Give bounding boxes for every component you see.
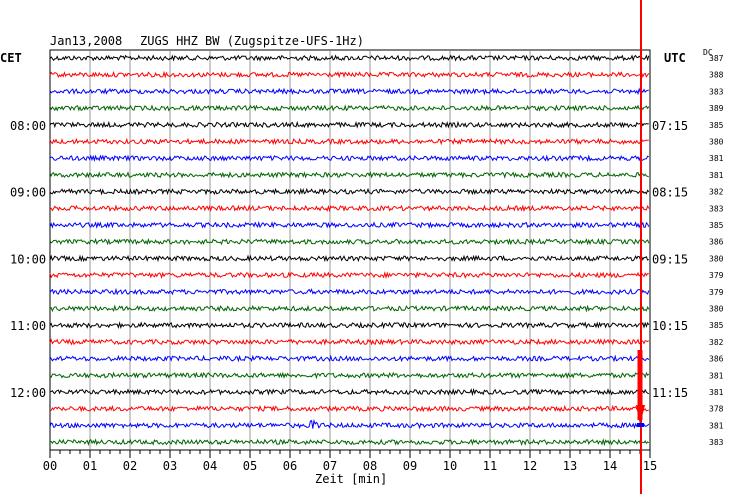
- utc-hour-label: 08:15: [652, 186, 688, 200]
- trace-line: [49, 321, 650, 330]
- x-tick-label: 05: [243, 459, 257, 473]
- seismic-traces: [49, 54, 650, 447]
- dc-offset-label: 379: [709, 288, 724, 297]
- cet-hour-label: 12:00: [10, 386, 46, 400]
- trace-line: [49, 371, 650, 380]
- cet-hour-label: 11:00: [10, 319, 46, 333]
- trace-line: [49, 338, 650, 346]
- dc-offset-label: 381: [709, 388, 724, 397]
- trace-line: [49, 254, 650, 263]
- x-tick-label: 09: [403, 459, 417, 473]
- x-tick-label: 07: [323, 459, 337, 473]
- x-tick-label: 11: [483, 459, 497, 473]
- dc-offset-label: 385: [709, 221, 724, 230]
- x-tick-label: 12: [523, 459, 537, 473]
- trace-line: [49, 237, 650, 246]
- trace-line: [49, 54, 650, 62]
- dc-offset-label: 381: [709, 171, 724, 180]
- utc-hour-label: 07:15: [652, 119, 688, 133]
- trace-line: [49, 204, 650, 213]
- dc-offset-label: 385: [709, 121, 724, 130]
- dc-offset-label: 386: [709, 355, 724, 364]
- dc-offset-label: 380: [709, 305, 724, 314]
- x-tick-label: 13: [563, 459, 577, 473]
- x-tick-label: 00: [43, 459, 57, 473]
- dc-offset-label: 386: [709, 238, 724, 247]
- trace-line: [49, 404, 649, 413]
- dc-offset-label: 387: [709, 54, 724, 63]
- date-label: Jan13,2008: [50, 34, 122, 48]
- x-tick-label: 06: [283, 459, 297, 473]
- utc-hour-label: 11:15: [652, 386, 688, 400]
- grid-lines: [49, 49, 651, 458]
- dc-offset-label: 383: [709, 204, 724, 213]
- x-tick-label: 01: [83, 459, 97, 473]
- x-tick-label: 08: [363, 459, 377, 473]
- cet-hour-label: 08:00: [10, 119, 46, 133]
- x-tick-label: 04: [203, 459, 217, 473]
- station-title: ZUGS HHZ BW (Zugspitze-UFS-1Hz): [140, 34, 364, 48]
- trace-line: [49, 137, 649, 146]
- dc-offset-label: 380: [709, 138, 724, 147]
- trace-line: [49, 271, 649, 280]
- dc-offset-label: 381: [709, 421, 724, 430]
- trace-line: [49, 220, 650, 230]
- trace-line: [49, 70, 650, 79]
- trace-line: [49, 171, 650, 179]
- event-marker: [636, 0, 645, 494]
- dc-offset-label: 382: [709, 338, 724, 347]
- dc-offset-label: 381: [709, 371, 724, 380]
- x-axis-label: Zeit [min]: [315, 472, 387, 486]
- trace-line: [49, 287, 650, 296]
- utc-label: UTC: [664, 51, 686, 65]
- trace-line: [49, 87, 649, 96]
- cet-hour-label: 09:00: [10, 186, 46, 200]
- dc-offset-label: 389: [709, 104, 724, 113]
- trace-line: [49, 304, 650, 313]
- cet-hour-label: 10:00: [10, 252, 46, 266]
- trace-line: [49, 418, 650, 430]
- dc-offset-label: 383: [709, 87, 724, 96]
- x-tick-label: 02: [123, 459, 137, 473]
- dc-offset-label: 385: [709, 321, 724, 330]
- dc-label: DC: [703, 48, 713, 57]
- dc-offset-label: 378: [709, 405, 724, 414]
- dc-offset-label: 380: [709, 254, 724, 263]
- dc-offset-label: 383: [709, 438, 724, 447]
- trace-line: [49, 120, 649, 129]
- dc-offset-label: 382: [709, 188, 724, 197]
- cet-label: CET: [0, 51, 22, 65]
- trace-line: [49, 154, 649, 162]
- x-tick-label: 15: [643, 459, 657, 473]
- dc-offset-label: 381: [709, 154, 724, 163]
- trace-line: [49, 387, 650, 397]
- trace-line: [49, 187, 650, 196]
- dc-offset-label: 379: [709, 271, 724, 280]
- utc-hour-label: 10:15: [652, 319, 688, 333]
- trace-line: [49, 104, 650, 112]
- x-tick-label: 10: [443, 459, 457, 473]
- trace-line: [49, 354, 650, 363]
- dc-offset-label: 388: [709, 71, 724, 80]
- event-arrow: [636, 405, 645, 425]
- trace-line: [49, 438, 650, 447]
- x-tick-label: 03: [163, 459, 177, 473]
- x-tick-label: 14: [603, 459, 617, 473]
- utc-hour-label: 09:15: [652, 252, 688, 266]
- time-labels: 00 01 02 03 04 05 06 07 08 09 10 11 12 13 14 15 387 388 38…: [10, 54, 724, 473]
